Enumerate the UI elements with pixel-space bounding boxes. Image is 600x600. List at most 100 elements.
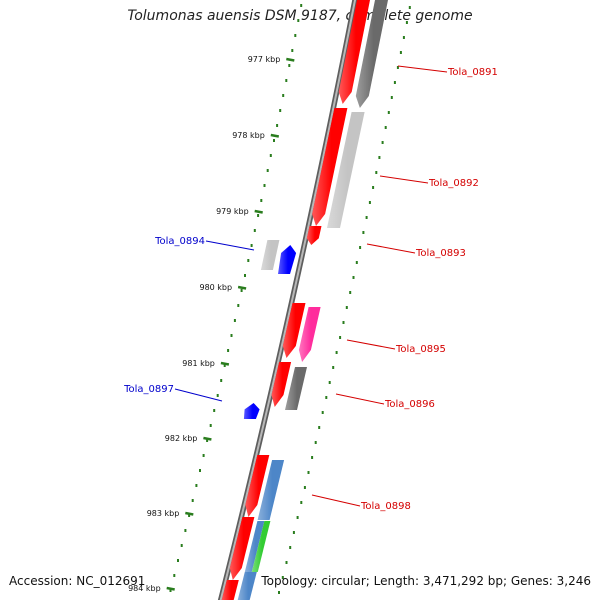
- backbone-highlight: [219, 0, 357, 600]
- ruler-dot-outer: [396, 66, 399, 69]
- leader-line: [311, 494, 361, 507]
- gene-label-text: Tola_0892: [428, 178, 479, 189]
- ruler-dot-outer: [405, 21, 408, 24]
- ruler-dot: [188, 514, 191, 517]
- ruler-dot-outer: [328, 381, 331, 384]
- gene-label-tola-0898: Tola_0898: [311, 494, 411, 512]
- ruler-tick-label: 980 kbp: [199, 283, 232, 292]
- ruler-dot: [216, 394, 219, 397]
- ruler-dot-outer: [335, 351, 338, 354]
- ruler-dot-outer: [307, 471, 310, 474]
- ruler-dot-outer: [332, 366, 335, 369]
- ruler-dot: [173, 574, 176, 577]
- ruler-tick: [270, 133, 280, 138]
- ruler-tick-label: 981 kbp: [182, 359, 215, 368]
- ruler-dot: [266, 169, 269, 172]
- ruler-dot: [250, 244, 253, 247]
- ruler-dot: [247, 259, 250, 262]
- ruler-dot-outer: [292, 531, 295, 534]
- ruler-dot-outer: [296, 516, 299, 519]
- ruler-dot: [237, 304, 240, 307]
- ruler-tick-label: 984 kbp: [128, 584, 161, 593]
- leader-line: [335, 393, 385, 405]
- ruler-dot: [294, 34, 297, 37]
- gene-block-steel-c: [237, 572, 257, 600]
- gene-block-pink: [298, 307, 321, 362]
- gene-block-gray-dark-a: [355, 0, 388, 108]
- ruler-dot: [273, 139, 275, 142]
- gene-block-tola-0895: [282, 303, 306, 358]
- leader-line: [205, 240, 255, 251]
- ruler-dot: [184, 529, 187, 532]
- gene-block-red-b: [229, 517, 255, 580]
- gene-label-text: Tola_0898: [360, 501, 411, 512]
- gene-block-tola-0896: [271, 362, 292, 407]
- ruler-dot-outer: [285, 561, 288, 564]
- ruler-dot-outer: [339, 336, 342, 339]
- gene-block-gray-dark-b: [285, 367, 307, 410]
- ruler-dot-outer: [387, 111, 390, 114]
- ruler-tick: [220, 361, 230, 366]
- ruler-dot: [300, 4, 303, 7]
- ruler-dot: [191, 499, 194, 502]
- ruler-dot: [209, 424, 212, 427]
- gene-label-text: Tola_0894: [154, 236, 205, 247]
- ruler-dot-outer: [368, 201, 371, 204]
- ruler-dot: [282, 94, 285, 97]
- ruler-dot-outer: [359, 246, 362, 249]
- ruler-dot-outer: [378, 156, 381, 159]
- ruler-dot-outer: [384, 126, 387, 129]
- gene-labels: Tola_0891 Tola_0892 Tola_0893 Tola_0894 Tola…: [123, 65, 498, 512]
- ruler-dot-outer: [393, 81, 396, 84]
- backbone-outer: [217, 0, 358, 600]
- ruler-dot-outer: [311, 456, 314, 459]
- ruler-tick-label: 978 kbp: [232, 131, 265, 140]
- ruler-dot-outer: [289, 546, 292, 549]
- gene-block-tola-0891: [338, 0, 370, 104]
- ruler-dot: [230, 334, 233, 337]
- ruler-dot-outer: [325, 396, 328, 399]
- ruler-dot-outer: [321, 411, 324, 414]
- ruler-dot: [291, 49, 294, 52]
- ruler-dot-outer: [390, 96, 393, 99]
- gene-block-gray-light-b: [260, 240, 280, 270]
- gene-label-text: Tola_0893: [415, 248, 466, 259]
- ruler-dot-outer: [402, 36, 405, 39]
- ruler-dot-outer: [318, 426, 321, 429]
- leader-line: [397, 65, 448, 73]
- ruler-dot: [202, 454, 205, 457]
- ruler-dot: [206, 439, 209, 442]
- gene-block-tola-0894: [278, 245, 297, 274]
- gene-label-text: Tola_0895: [395, 344, 446, 355]
- ruler-dot: [169, 589, 172, 592]
- ruler-dot-outer: [372, 186, 375, 189]
- ruler-dot: [257, 214, 260, 217]
- ruler-dot-outer: [352, 276, 355, 279]
- ruler-dot: [213, 409, 216, 412]
- ruler-tick: [203, 436, 212, 441]
- ruler-dot-outer: [381, 141, 384, 144]
- gene-features: [221, 0, 388, 600]
- gene-block-red-c: [221, 580, 239, 600]
- ruler-dot: [199, 469, 201, 472]
- ruler: 977 kbp 978 kbp 979 kbp 980 kbp 981 kbp 982 k…: [128, 4, 411, 594]
- ruler-dot: [279, 109, 282, 112]
- leader-line: [174, 388, 223, 402]
- ruler-dot: [177, 559, 179, 562]
- ruler-dot-outer: [281, 576, 284, 579]
- ruler-dot: [227, 349, 230, 352]
- ruler-dot-outer: [362, 231, 365, 234]
- accession-text: Accession: NC_012691: [9, 574, 146, 588]
- ruler-dot: [285, 79, 288, 82]
- leader-line: [379, 175, 429, 184]
- ruler-dot: [297, 19, 300, 22]
- ruler-dot-outer: [375, 171, 378, 174]
- ruler-tick: [254, 209, 263, 214]
- leader-line: [346, 339, 396, 350]
- ruler-dot-outer: [365, 216, 368, 219]
- ruler-dot-outer: [278, 591, 280, 594]
- gene-block-gray-light-a: [327, 112, 365, 228]
- ruler-dot-outer: [314, 441, 317, 444]
- ruler-tick: [166, 586, 175, 591]
- gene-block-tola-0893: [306, 226, 322, 245]
